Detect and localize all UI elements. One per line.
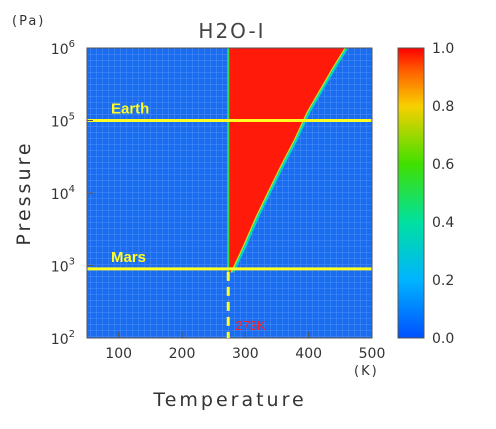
y-tick-label: 103: [51, 257, 75, 276]
reference-label-earth: Earth: [111, 101, 149, 118]
marker-label: 273K: [235, 318, 266, 333]
x-tick-label: 200: [169, 346, 196, 362]
chart-title: H2O-I: [198, 19, 265, 43]
reference-label-mars: Mars: [111, 249, 146, 266]
phase-boundary-edge: [231, 48, 348, 274]
x-unit-label: (K): [354, 364, 379, 379]
y-tick-label: 106: [51, 39, 75, 58]
y-axis-title: Pressure: [13, 140, 35, 245]
colorbar-tick-label: 1.0: [432, 41, 454, 57]
x-tick-label: 500: [359, 346, 386, 362]
y-tick-label: 105: [51, 112, 75, 131]
y-tick-label: 104: [51, 184, 75, 203]
x-tick-label: 400: [295, 346, 322, 362]
x-axis-title: Temperature: [152, 389, 306, 411]
x-tick-label: 300: [232, 346, 259, 362]
x-tick-label: 100: [105, 346, 132, 362]
colorbar-tick-label: 0.8: [432, 99, 454, 115]
colorbar: [397, 47, 425, 339]
y-tick-label: 102: [51, 329, 75, 348]
y-unit-label: (Pa): [12, 14, 45, 29]
colorbar-tick-label: 0.4: [432, 215, 454, 231]
phase-boundary-inner: [230, 48, 346, 273]
colorbar-tick-label: 0.6: [432, 157, 454, 173]
colorbar-tick-label: 0.0: [432, 331, 454, 347]
colorbar-tick-label: 0.2: [432, 273, 454, 289]
